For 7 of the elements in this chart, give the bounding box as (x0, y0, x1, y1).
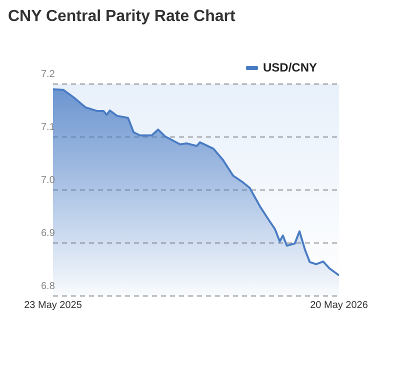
x-tick-label: 23 May 2025 (24, 300, 82, 311)
x-tick-label: 20 May 2026 (310, 300, 368, 311)
y-tick-label: 7.2 (41, 68, 56, 80)
y-tick-label: 6.9 (41, 228, 56, 239)
y-tick-label: 6.8 (41, 280, 56, 292)
legend-label: USD/CNY (262, 60, 318, 74)
chart-title: CNY Central Parity Rate Chart (8, 8, 236, 26)
